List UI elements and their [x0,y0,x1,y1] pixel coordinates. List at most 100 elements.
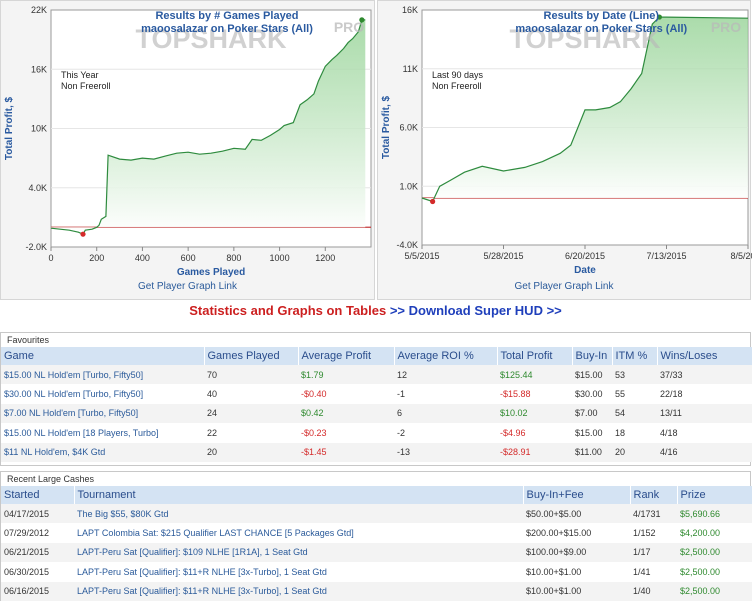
cashes-header-4[interactable]: Prize [677,486,753,504]
x-tick-label: 8/5/2015 [730,251,752,261]
favourites-cell: $11.00 [572,442,612,462]
chart-note-period: Last 90 days [432,70,484,80]
y-tick-label: 6.0K [399,123,418,133]
y-axis-label: Total Profit, $ [381,95,392,159]
favourites-cell: 4/18 [657,423,752,443]
favourites-section: Favourites Game Games Played Average Profi… [0,332,753,466]
cashes-row[interactable]: 07/29/2012 LAPT Colombia Sat: $215 Qualif… [1,523,752,543]
cashes-cell: LAPT-Peru Sat [Qualifier]: $11+R NLHE [3… [74,581,523,601]
cashes-header-1[interactable]: Tournament [74,486,524,504]
x-tick-label: 5/28/2015 [483,251,523,261]
y-tick-label: 16K [402,5,418,15]
chart-subtitle: maoosalazar on Poker Stars (All) [515,23,687,35]
favourites-cell: $15.00 NL Hold'em [Turbo, Fifty50] [1,365,204,385]
cashes-header-2[interactable]: Buy-In+Fee [523,486,631,504]
cashes-cell: 1/40 [630,581,677,601]
favourites-cell: -$0.40 [298,384,394,404]
cashes-cell: 1/41 [630,562,677,582]
favourites-cell: 70 [204,365,298,385]
favourites-cell: -1 [394,384,497,404]
favourites-cell: 22 [204,423,298,443]
favourites-cell: $30.00 [572,384,612,404]
promo-download-link[interactable]: >> Download Super HUD >> [389,303,562,318]
cashes-cell: The Big $55, $80K Gtd [74,504,523,524]
x-tick-label: 600 [181,253,196,263]
promo-banner[interactable]: Statistics and Graphs on Tables >> Downl… [0,301,751,327]
favourites-cell: $7.00 [572,403,612,424]
y-tick-label: 16K [31,64,47,74]
cashes-row[interactable]: 06/30/2015 LAPT-Peru Sat [Qualifier]: $11… [1,562,752,582]
favourites-cell: -$4.96 [497,423,572,443]
favourites-cell: 12 [394,365,497,385]
x-tick-label: 5/5/2015 [404,251,439,261]
x-tick-label: 800 [226,253,241,263]
x-tick-label: 6/20/2015 [565,251,605,261]
favourites-cell: -$0.23 [298,423,394,443]
chart-title: Results by Date (Line) [544,10,660,22]
favourites-cell: 54 [612,403,657,424]
profit-area [422,17,748,202]
max-marker [656,14,663,20]
cashes-cell: $100.00+$9.00 [523,542,630,563]
get-player-graph-link-left[interactable]: Get Player Graph Link [138,281,237,292]
favourites-row[interactable]: $7.00 NL Hold'em [Turbo, Fifty50] 24 $0.42… [1,403,752,424]
cashes-header-3[interactable]: Rank [630,486,678,504]
favourites-header-0[interactable]: Game [1,347,205,365]
favourites-header-6[interactable]: ITM % [612,347,658,365]
favourites-header-2[interactable]: Average Profit [298,347,395,365]
promo-statistics-link[interactable]: Statistics and Graphs on Tables [189,303,387,318]
cashes-cell: $2,500.00 [677,581,752,601]
favourites-cell: $30.00 NL Hold'em [Turbo, Fifty50] [1,384,204,404]
favourites-cell: $15.00 [572,423,612,443]
y-tick-label: 10K [31,124,47,134]
favourites-title: Favourites [1,333,750,347]
cashes-cell: 1/152 [630,523,677,543]
favourites-cell: $15.00 [572,365,612,385]
chart-note-type: Non Freeroll [432,81,482,91]
x-tick-label: 1000 [270,253,290,263]
favourites-row[interactable]: $15.00 NL Hold'em [18 Players, Turbo] 22-… [1,423,752,443]
cashes-row[interactable]: 04/17/2015 The Big $55, $80K Gtd $50.00+$5… [1,504,752,524]
cashes-cell: $200.00+$15.00 [523,523,630,543]
cashes-row[interactable]: 06/16/2015 LAPT-Peru Sat [Qualifier]: $11… [1,581,752,601]
y-tick-label: 22K [31,5,47,15]
favourites-header-3[interactable]: Average ROI % [394,347,498,365]
favourites-cell: 55 [612,384,657,404]
favourites-header-1[interactable]: Games Played [204,347,299,365]
chart-note-period: This Year [61,70,99,80]
cashes-cell: $2,500.00 [677,542,752,563]
y-tick-label: 4.0K [28,183,47,193]
favourites-cell: $1.79 [298,365,394,385]
favourites-header-4[interactable]: Total Profit [497,347,573,365]
x-tick-label: 1200 [315,253,335,263]
max-marker [359,17,365,23]
favourites-header-5[interactable]: Buy-In [572,347,613,365]
favourites-row[interactable]: $30.00 NL Hold'em [Turbo, Fifty50] 40 -$0.… [1,384,752,404]
get-player-graph-link-right[interactable]: Get Player Graph Link [514,281,614,292]
cashes-cell: $2,500.00 [677,562,752,582]
date-chart-panel: 16K 11K 6.0K 1.0K -4.0K 5/5/2015 5/28/2015 6/20… [377,0,752,300]
cashes-cell: 06/16/2015 [1,581,74,601]
favourites-cell: -2 [394,423,497,443]
favourites-header-7[interactable]: Wins/Loses [657,347,753,365]
recent-cashes-section: Recent Large Cashes Started Tournament Buy… [0,471,753,601]
favourites-row[interactable]: $15.00 NL Hold'em [Turbo, Fifty50] 70 $1.7… [1,365,752,385]
favourites-cell: $125.44 [497,365,572,385]
min-marker [430,198,436,205]
recent-cashes-table: Started Tournament Buy-In+Fee Rank Prize 04/… [1,486,753,601]
favourites-cell: $15.00 NL Hold'em [18 Players, Turbo] [1,423,204,443]
cashes-header-0[interactable]: Started [1,486,75,504]
favourites-cell: 13/11 [657,403,752,424]
cashes-cell: $10.00+$1.00 [523,562,630,582]
games-played-chart: 22K 16K 10K 4.0K -2.0K0 200 400 600 800 1000 1200 T… [4,5,372,278]
favourites-cell: 24 [204,403,298,424]
cashes-cell: 04/17/2015 [1,504,74,524]
favourites-cell: $0.42 [298,403,394,424]
recent-cashes-title: Recent Large Cashes [1,472,750,486]
x-tick-label: 400 [135,253,150,263]
cashes-cell: $5,690.66 [677,504,752,524]
favourites-row[interactable]: $11 NL Hold'em, $4K Gtd 20 -$1.45 -13 -$28.9… [1,442,752,462]
cashes-row[interactable]: 06/21/2015 LAPT-Peru Sat [Qualifier]: $10… [1,542,752,563]
favourites-cell: -$15.88 [497,384,572,404]
cashes-cell: 06/21/2015 [1,542,74,563]
